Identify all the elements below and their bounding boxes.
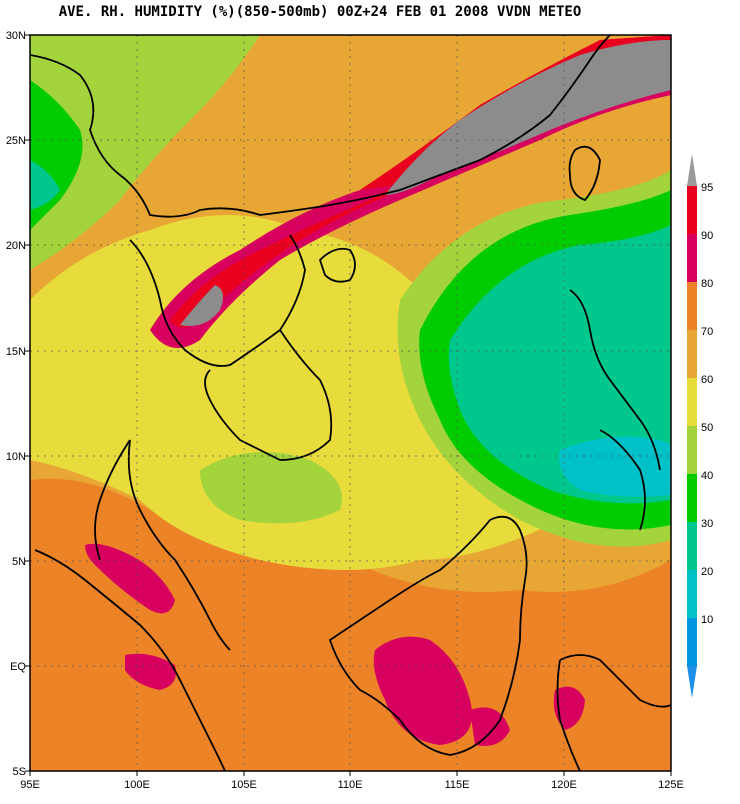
color-legend: 95 90 80 70 60 50 40 30 20 10 xyxy=(687,154,713,698)
humidity-field xyxy=(30,35,671,771)
legend-swatch xyxy=(687,570,697,618)
y-tick-label: 25N xyxy=(6,135,26,147)
coast-borneo xyxy=(328,515,528,756)
legend-swatch xyxy=(687,330,697,378)
legend-label: 60 xyxy=(701,374,713,386)
humid-band-20-east xyxy=(448,225,671,504)
humid-spot-sumatra-south xyxy=(125,653,176,690)
legend-label: 20 xyxy=(701,566,713,578)
grid-lines xyxy=(30,35,671,771)
legend-label: 30 xyxy=(701,518,713,530)
y-tick-label: 15N xyxy=(6,346,26,358)
legend-label: 70 xyxy=(701,326,713,338)
map-title: AVE. RH. HUMIDITY (%)(850-500mb) 00Z+24 … xyxy=(58,4,582,20)
legend-label: 50 xyxy=(701,422,713,434)
legend-swatch xyxy=(687,186,697,234)
humid-band-40-scs xyxy=(200,452,342,524)
y-tick-label: 10N xyxy=(6,451,26,463)
coastlines xyxy=(30,35,671,771)
missing-data-indochina xyxy=(180,285,224,326)
humid-band-40-northwest xyxy=(30,35,260,270)
legend-swatch xyxy=(687,282,697,330)
coast-philippines xyxy=(569,289,661,531)
coast-hainan xyxy=(318,247,356,283)
legend-swatch xyxy=(687,378,697,426)
coast-indochina xyxy=(129,234,333,461)
legend-swatch xyxy=(687,522,697,570)
x-axis-labels: 95E 100E 105E 110E 115E 120E 125E xyxy=(20,779,684,791)
humid-band-20-northwest xyxy=(30,160,60,210)
x-tick-label: 105E xyxy=(231,779,257,791)
humid-spot-sulawesi xyxy=(553,686,585,730)
legend-label: 95 xyxy=(701,182,713,194)
x-tick-label: 125E xyxy=(658,779,684,791)
legend-swatch xyxy=(687,234,697,282)
x-tick-label: 100E xyxy=(124,779,150,791)
x-tick-label: 95E xyxy=(20,779,40,791)
y-tick-label: EQ xyxy=(10,661,26,673)
coast-china xyxy=(30,35,611,218)
tick-marks xyxy=(25,34,672,776)
coast-sulawesi xyxy=(556,654,671,771)
coast-sumatra xyxy=(34,549,226,771)
legend-arrow-top xyxy=(687,154,697,186)
humid-band-70-south xyxy=(30,478,671,771)
y-axis-labels: 30N 25N 20N 15N 10N 5N EQ 5S xyxy=(6,30,27,778)
y-tick-label: 5S xyxy=(13,766,26,778)
legend-swatch xyxy=(687,474,697,522)
x-tick-label: 120E xyxy=(551,779,577,791)
coast-taiwan xyxy=(568,145,601,202)
legend-swatch xyxy=(687,618,697,666)
x-tick-label: 110E xyxy=(338,779,363,791)
legend-label: 80 xyxy=(701,278,713,290)
legend-arrow-bottom xyxy=(687,666,697,698)
y-tick-label: 30N xyxy=(6,30,26,42)
humid-spot-borneo-south xyxy=(470,707,510,746)
legend-label: 90 xyxy=(701,230,713,242)
legend-swatch xyxy=(687,426,697,474)
missing-data-north xyxy=(385,40,671,195)
y-tick-label: 5N xyxy=(12,556,26,568)
coast-malay-peninsula xyxy=(94,439,231,651)
y-tick-label: 20N xyxy=(6,240,26,252)
legend-label: 10 xyxy=(701,614,713,626)
legend-label: 40 xyxy=(701,470,713,482)
x-tick-label: 115E xyxy=(445,779,470,791)
